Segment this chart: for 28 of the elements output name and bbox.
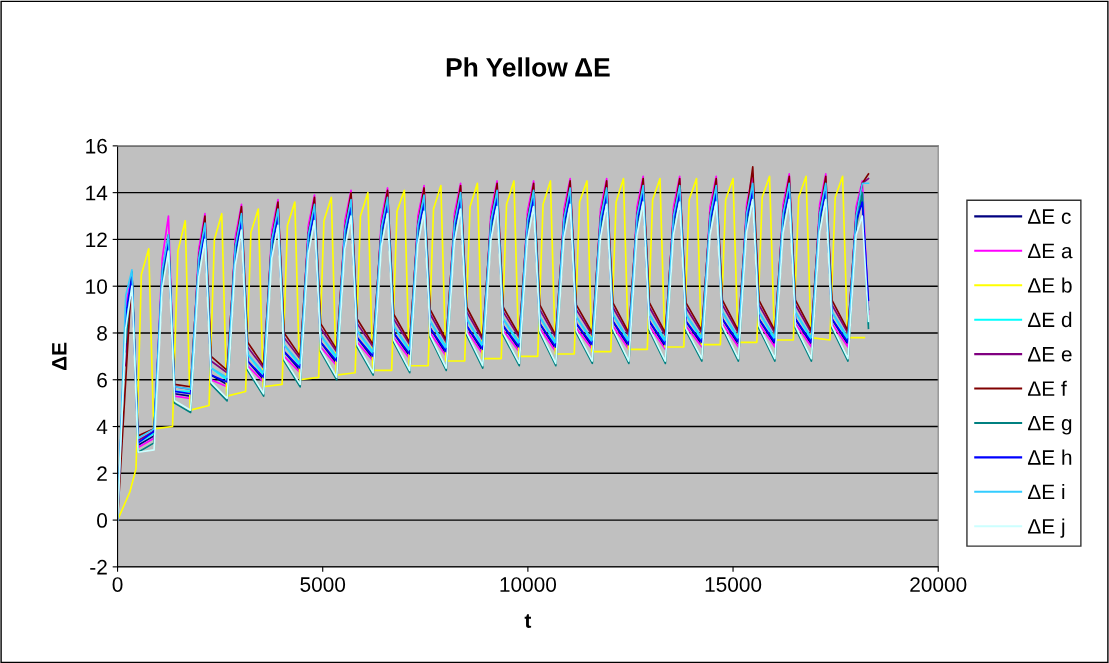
x-tick-label: 20000 (910, 577, 967, 592)
legend-label: ΔE j (1027, 518, 1065, 538)
y-axis-title: ΔE (52, 342, 67, 370)
x-tick-label: 5000 (300, 577, 346, 592)
legend-label: ΔE c (1027, 209, 1071, 224)
y-tick-label: 12 (86, 232, 107, 247)
y-tick-label: 8 (97, 325, 107, 341)
legend-label: ΔE h (1027, 449, 1072, 465)
y-tick-label: -2 (90, 559, 107, 575)
x-tick-label: 10000 (500, 577, 557, 592)
legend-label: ΔE g (1027, 415, 1072, 435)
legend-label: ΔE d (1027, 311, 1072, 328)
chart-title: Ph Yellow ΔE (446, 57, 610, 77)
legend-label: ΔE a (1027, 243, 1073, 259)
y-tick-label: 16 (86, 138, 107, 154)
legend-label: ΔE i (1027, 483, 1065, 500)
legend-label: ΔE f (1027, 380, 1067, 396)
legend-label: ΔE e (1027, 347, 1072, 362)
y-tick-label: 0 (97, 513, 108, 528)
x-axis-title: t (524, 614, 532, 628)
y-tick-label: 14 (86, 185, 108, 201)
y-tick-label: 2 (97, 466, 107, 481)
y-tick-label: 6 (97, 372, 107, 388)
y-tick-label: 10 (86, 279, 108, 294)
x-tick-label: 0 (112, 577, 123, 592)
y-tick-label: 4 (96, 419, 108, 435)
x-tick-label: 15000 (705, 577, 762, 592)
legend-label: ΔE b (1027, 277, 1072, 293)
